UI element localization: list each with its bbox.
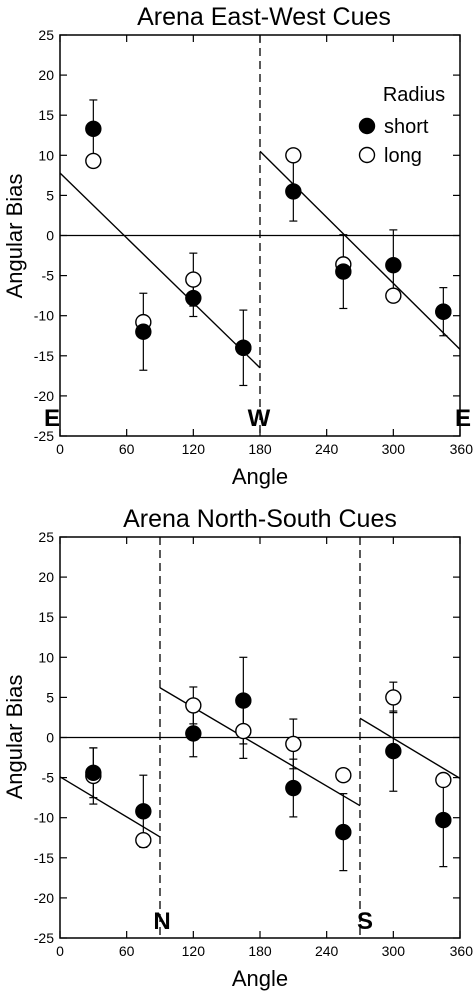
data-point-short [85,764,102,781]
data-point-short [385,742,402,760]
y-tick-label: 5 [46,689,54,705]
y-axis-label: Angular Bias [2,675,27,800]
x-tick-labels: 0 60 120 180 240 300 360 [56,441,473,457]
data-point-long [235,722,252,740]
x-tick-label: 300 [382,441,406,457]
y-tick-label: -15 [34,348,54,364]
x-tick-label: 60 [119,441,135,457]
y-tick-label: -5 [42,770,55,786]
y-tick-label: -15 [34,850,54,866]
error-bars [89,99,448,387]
direction-label-s: S [357,908,373,935]
chart-north-south: Arena North-South Cues Angular Bias Angl… [2,505,473,991]
y-tick-label: 0 [46,730,54,746]
data-points [85,689,452,849]
y-tick-label: -20 [34,890,54,906]
y-tick-labels: 25 20 15 10 5 0 -5 -10 -15 -20 -25 [34,529,54,946]
direction-label-w: W [248,405,271,432]
data-point-long [335,766,352,784]
y-tick-label: 20 [38,569,54,585]
x-tick-label: 360 [450,943,474,959]
x-tick-label: 120 [182,441,206,457]
legend-marker-long [358,146,376,164]
data-point-short [335,263,352,280]
y-tick-label: 25 [38,529,54,545]
x-tick-label: 300 [382,943,406,959]
dividers [159,537,361,938]
data-point-short [235,692,252,709]
plot-frame [59,536,461,939]
legend-label-long: long [384,145,422,167]
chart-title: Arena North-South Cues [123,505,397,533]
y-axis-label: Angular Bias [2,174,27,299]
x-tick-label: 360 [450,441,474,457]
y-tick-label: 25 [38,27,54,43]
data-point-long [285,147,302,164]
x-axis-label: Angle [232,966,288,991]
data-point-long [135,831,152,849]
y-tick-label: 20 [38,67,54,83]
data-point-long [385,689,402,706]
data-point-short [135,803,152,820]
legend-marker-short [358,117,376,135]
direction-label-n: N [153,908,170,935]
data-point-long [85,152,102,170]
legend-title: Radius [383,84,445,106]
data-point-long [185,697,202,714]
direction-label-e-right: E [455,405,471,432]
plot-frame [59,34,461,437]
y-tick-label: -10 [34,810,54,826]
x-tick-label: 240 [315,441,339,457]
data-point-short [235,339,252,356]
data-point-short [185,289,202,307]
data-point-long [185,271,202,288]
data-point-short [135,323,152,340]
direction-label-e-left: E [44,405,60,432]
chart-title: Arena East-West Cues [137,3,391,31]
y-tick-label: 15 [38,107,54,123]
x-axis-label: Angle [232,464,288,489]
y-tick-label: 15 [38,609,54,625]
y-tick-label: 0 [46,228,54,244]
y-tick-label: 10 [38,147,54,163]
y-tick-label: 10 [38,649,54,665]
data-point-long [285,735,302,753]
chart-east-west: Arena East-West Cues Angular Bias Angle … [2,3,473,489]
fit-line [359,717,461,780]
y-tick-label: -25 [34,930,54,946]
data-point-short [435,303,452,320]
data-point-short [285,183,302,200]
x-tick-label: 180 [248,943,272,959]
legend-label-short: short [384,116,429,138]
y-tick-label: -20 [34,388,54,404]
x-tick-label: 180 [248,441,272,457]
fit-line [59,172,261,369]
direction-labels: E W E [44,405,471,432]
fit-line [259,150,461,350]
data-point-short [285,779,302,797]
x-tick-label: 240 [315,943,339,959]
data-point-short [85,120,102,138]
data-point-long [385,287,402,304]
y-tick-label: -5 [42,268,55,284]
fit-lines [59,687,461,838]
data-point-long [435,771,452,789]
x-tick-label: 0 [56,943,64,959]
data-point-short [385,256,402,274]
x-tick-label: 120 [182,943,206,959]
y-tick-label: -10 [34,308,54,324]
data-point-short [435,811,452,829]
x-tick-label: 0 [56,441,64,457]
data-points [85,120,452,356]
legend: Radius short long [358,84,445,167]
direction-labels: N S [153,908,373,935]
y-tick-label: -25 [34,428,54,444]
x-tick-labels: 0 60 120 180 240 300 360 [56,943,473,959]
x-tick-label: 60 [119,943,135,959]
data-point-short [335,823,352,841]
y-tick-labels: 25 20 15 10 5 0 -5 -10 -15 -20 -25 [34,27,54,444]
data-point-short [185,725,202,742]
y-tick-label: 5 [46,187,54,203]
